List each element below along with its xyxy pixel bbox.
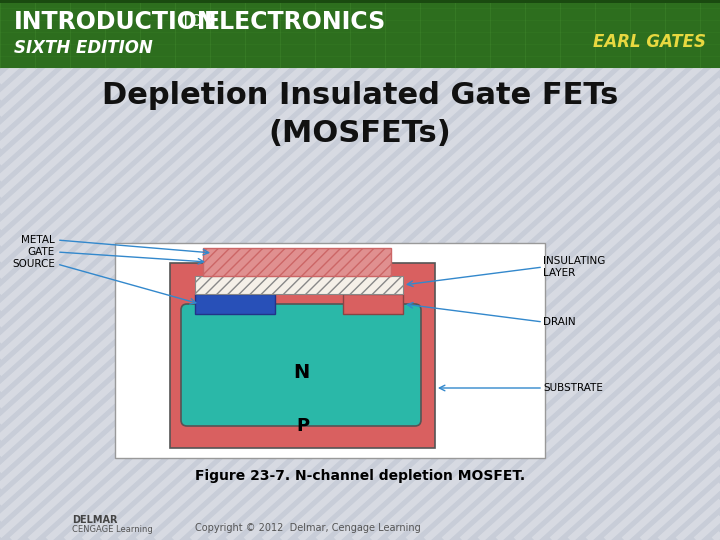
Text: EARL GATES: EARL GATES (593, 33, 706, 51)
Text: METAL: METAL (22, 235, 55, 245)
Text: Copyright © 2012  Delmar, Cengage Learning: Copyright © 2012 Delmar, Cengage Learnin… (195, 523, 420, 533)
Text: SUBSTRATE: SUBSTRATE (543, 383, 603, 393)
Bar (115, 243, 545, 458)
Text: Depletion Insulated Gate FETs: Depletion Insulated Gate FETs (102, 80, 618, 110)
Bar (170, 263, 435, 448)
Text: SOURCE: SOURCE (12, 259, 55, 269)
Text: CENGAGE Learning: CENGAGE Learning (72, 525, 153, 535)
Bar (203, 248, 391, 276)
Bar (195, 294, 275, 314)
Text: DELMAR: DELMAR (72, 515, 117, 525)
Text: Figure 23-7. N-channel depletion MOSFET.: Figure 23-7. N-channel depletion MOSFET. (195, 469, 525, 483)
Bar (343, 294, 403, 314)
Text: SIXTH EDITION: SIXTH EDITION (14, 39, 153, 57)
Text: INTRODUCTION: INTRODUCTION (14, 10, 217, 34)
Text: P: P (296, 417, 309, 435)
Bar (195, 276, 403, 294)
Text: INSULATING
LAYER: INSULATING LAYER (543, 256, 606, 278)
FancyBboxPatch shape (181, 304, 421, 426)
Text: ELECTRONICS: ELECTRONICS (204, 10, 386, 34)
Text: (MOSFETs): (MOSFETs) (269, 118, 451, 147)
Text: TO: TO (181, 15, 202, 30)
Text: GATE: GATE (28, 247, 55, 257)
Text: DRAIN: DRAIN (543, 317, 575, 327)
Bar (0, 0, 720, 3)
Bar (0, 0, 720, 68)
Text: N: N (293, 363, 309, 382)
